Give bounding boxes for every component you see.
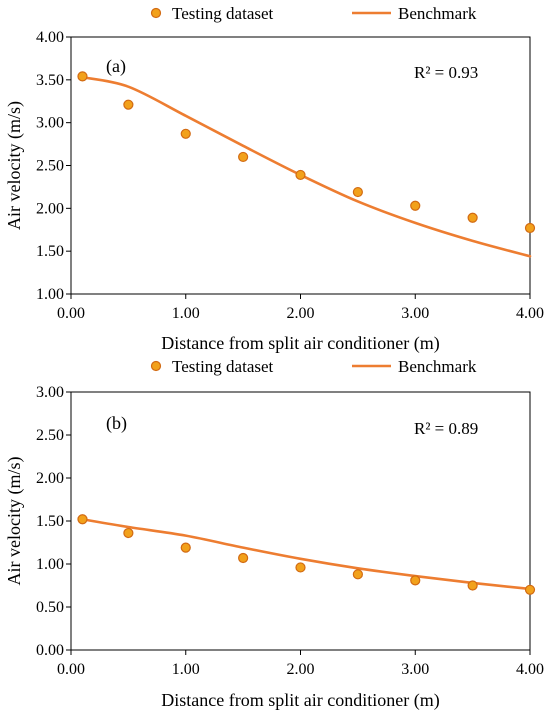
- testing-data-point: [467, 580, 478, 591]
- y-tick-label: 4.00: [36, 29, 64, 46]
- legend: Testing dataset Benchmark: [150, 4, 477, 23]
- x-tick-label: 4.00: [516, 305, 544, 322]
- testing-data-point: [524, 584, 536, 595]
- x-tick-label: 3.00: [401, 305, 429, 322]
- legend-label-benchmark: Benchmark: [398, 4, 477, 23]
- r-squared-annotation: R² = 0.93: [414, 63, 478, 82]
- testing-data-point: [123, 527, 134, 539]
- y-tick-label: 1.50: [36, 243, 64, 260]
- legend-marker-testing-dataset: [150, 7, 162, 19]
- legend-label-testing-dataset: Testing dataset: [172, 357, 274, 376]
- y-tick-label: 1.00: [36, 556, 64, 573]
- legend-label-benchmark: Benchmark: [398, 357, 477, 376]
- testing-data-point: [410, 575, 421, 586]
- y-tick-label: 3.00: [36, 384, 64, 401]
- y-tick-label: 3.00: [36, 115, 64, 132]
- legend-marker-testing-dataset: [150, 360, 162, 372]
- y-tick-label: 1.00: [36, 286, 64, 303]
- testing-data-point: [467, 212, 478, 223]
- x-tick-label: 1.00: [172, 661, 200, 678]
- testing-data-point: [352, 186, 363, 198]
- panel-label: (b): [106, 413, 127, 434]
- y-axis-title: Air velocity (m/s): [4, 457, 25, 586]
- x-tick-label: 3.00: [401, 661, 429, 678]
- testing-data-point: [238, 552, 249, 564]
- r-squared-annotation: R² = 0.89: [414, 419, 478, 438]
- y-tick-label: 1.50: [36, 513, 64, 530]
- legend-label-testing-dataset: Testing dataset: [172, 4, 274, 23]
- testing-data-point: [77, 514, 88, 525]
- testing-data-point: [295, 562, 306, 573]
- testing-data-point: [238, 151, 249, 163]
- chart-panel-b: Testing dataset Benchmark 0.00 0.50 1.00 1.50…: [4, 357, 544, 711]
- x-tick-label: 4.00: [516, 661, 544, 678]
- y-tick-label: 2.00: [36, 200, 64, 217]
- benchmark-line: [81, 517, 532, 591]
- y-tick-label: 0.50: [36, 599, 64, 616]
- testing-data-point: [352, 569, 363, 580]
- testing-data-point: [295, 169, 306, 181]
- y-tick-label: 2.00: [36, 470, 64, 487]
- panel-label: (a): [106, 56, 126, 77]
- x-tick-label: 1.00: [172, 305, 200, 322]
- x-axis-title: Distance from split air conditioner (m): [161, 690, 439, 711]
- testing-data-point: [77, 71, 88, 82]
- x-axis-title: Distance from split air conditioner (m): [161, 333, 439, 354]
- y-tick-label: 2.50: [36, 158, 64, 175]
- testing-data-point: [123, 99, 134, 110]
- testing-data-point: [524, 222, 536, 234]
- testing-data-point: [180, 542, 191, 553]
- legend: Testing dataset Benchmark: [150, 357, 477, 376]
- x-tick-label: 2.00: [287, 661, 315, 678]
- x-tick-label: 0.00: [57, 305, 85, 322]
- y-axis-title: Air velocity (m/s): [4, 101, 25, 230]
- x-tick-label: 0.00: [57, 661, 85, 678]
- x-tick-label: 2.00: [287, 305, 315, 322]
- y-tick-label: 2.50: [36, 427, 64, 444]
- y-tick-label: 3.50: [36, 72, 64, 89]
- benchmark-line: [81, 75, 532, 258]
- y-tick-label: 0.00: [36, 642, 64, 659]
- chart-panel-a: Testing dataset Benchmark 1.00 1.50 2.00 2.50…: [4, 4, 544, 354]
- testing-data-point: [410, 200, 421, 211]
- testing-data-point: [180, 128, 191, 139]
